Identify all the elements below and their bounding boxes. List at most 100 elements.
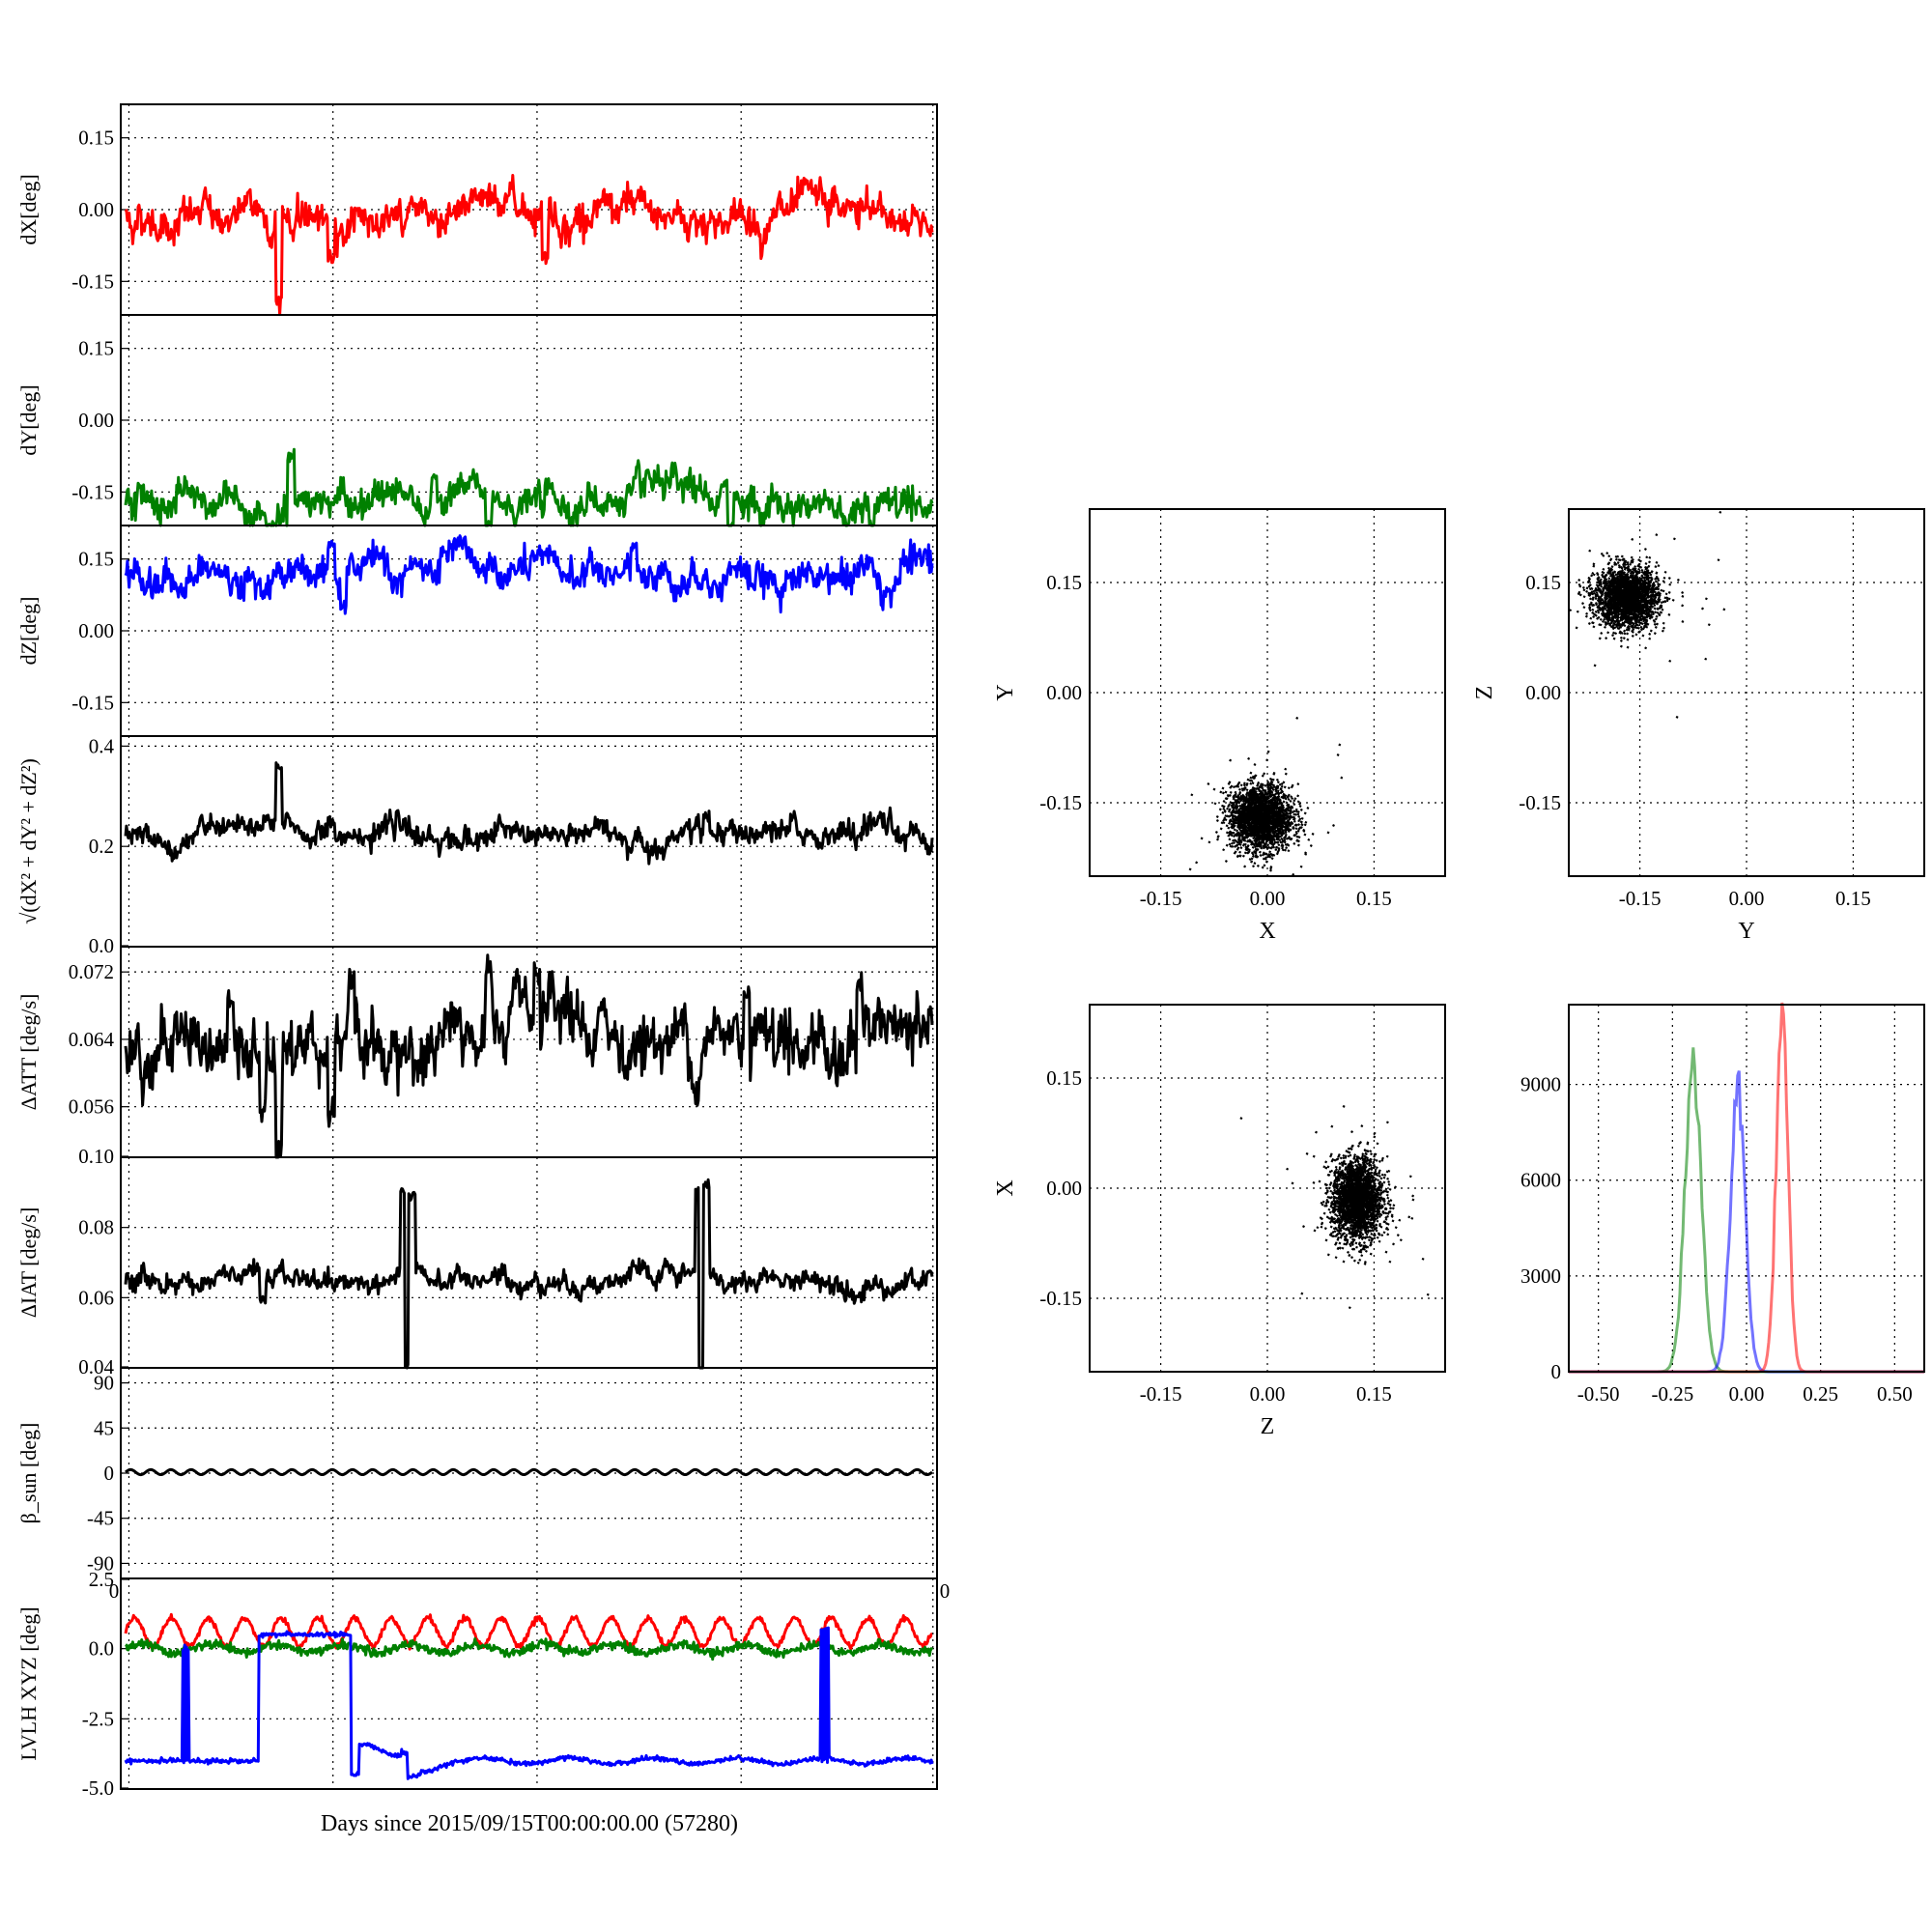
y-tick-label: 0.15 (1525, 571, 1561, 594)
series-line-0 (124, 1178, 934, 1370)
timeseries-panel-0: 0.15 0.00 -0.15 dX[deg] (16, 103, 938, 317)
y-tick-label: -0.15 (71, 480, 114, 503)
y-axis-label: ΔATT [deg/s] (16, 994, 41, 1111)
y-tick-label: 2.5 (89, 1568, 114, 1591)
y-tick-label: 0.00 (78, 409, 114, 432)
x-tick-label: 0.15 (1356, 887, 1392, 910)
x-axis-label: X (1259, 919, 1275, 944)
y-tick-label: -90 (87, 1551, 114, 1575)
y-tick-label: 0.10 (78, 1145, 114, 1168)
y-tick-label: -5.0 (82, 1776, 114, 1800)
x-tick-label: -0.25 (1651, 1382, 1693, 1406)
y-tick-label: 6000 (1520, 1169, 1561, 1192)
series-line-0 (124, 761, 934, 866)
timeseries-panel-1: 0.15 0.00 -0.15 dY[deg] (16, 314, 938, 527)
x-tick-label: 0.00 (1250, 1382, 1286, 1406)
y-tick-label: -0.15 (71, 270, 114, 293)
y-tick-label: 0.00 (78, 198, 114, 221)
series-line-0 (124, 174, 934, 317)
x-tick-label: -0.15 (1140, 887, 1182, 910)
y-tick-label: 0.00 (78, 619, 114, 642)
y-tick-label: -0.15 (71, 691, 114, 714)
y-axis-label: Y (993, 684, 1018, 700)
beta-corner-label-left: 0 (109, 1579, 120, 1603)
series-line-1 (125, 1637, 934, 1662)
y-axis-label: X (993, 1179, 1018, 1196)
y-tick-label: 90 (94, 1372, 114, 1395)
x-tick-label: 0.25 (1803, 1382, 1838, 1406)
panel-frame (1568, 508, 1925, 877)
y-tick-label: -2.5 (82, 1707, 114, 1730)
timeseries-panel-6: 90 45 0 -45 -90 β_sun [deg] (16, 1367, 938, 1579)
scatter-panel-2: -0.15 -0.15 0.00 0.00 0.15 0.15 Z X (993, 1004, 1446, 1439)
y-tick-label: 0.2 (89, 835, 114, 858)
scatter-panel-0: -0.15 -0.15 0.00 0.00 0.15 0.15 X Y (993, 508, 1446, 944)
series-line-0 (124, 534, 934, 615)
histogram-line-1 (1569, 1070, 1924, 1374)
panel-frame (120, 1156, 938, 1369)
y-tick-label: 0.056 (69, 1095, 114, 1119)
timeseries-panel-5: 0.08 0.06 0.04 ΔIAT [deg/s] (16, 1156, 938, 1378)
y-tick-label: 0.072 (69, 960, 114, 983)
x-tick-label: -0.50 (1577, 1382, 1620, 1406)
y-tick-label: 0.00 (1525, 681, 1561, 704)
y-tick-label: -0.15 (1519, 791, 1561, 814)
scatter-points (1239, 1104, 1430, 1310)
y-tick-label: -0.15 (1039, 1287, 1082, 1310)
y-tick-label: 0.4 (89, 734, 115, 757)
y-tick-label: 0.0 (89, 934, 114, 957)
y-tick-label: 3000 (1520, 1264, 1561, 1288)
y-tick-label: 0 (104, 1462, 115, 1485)
timeseries-panel-3: 0.4 0.2 0.0 √(dX² + dY² + dZ²) (16, 734, 938, 957)
series-line-0 (124, 953, 934, 1159)
y-tick-label: -45 (87, 1507, 114, 1530)
y-axis-label: √(dX² + dY² + dZ²) (16, 758, 41, 924)
y-tick-label: 0.0 (89, 1637, 114, 1661)
x-tick-label: 0.50 (1877, 1382, 1913, 1406)
y-tick-label: 45 (94, 1416, 114, 1439)
x-tick-label: 0.00 (1729, 887, 1765, 910)
y-tick-label: 0.00 (1046, 1177, 1082, 1200)
y-tick-label: 0.15 (78, 548, 114, 571)
y-tick-label: 0.15 (78, 337, 114, 360)
y-tick-label: 0.06 (78, 1286, 114, 1309)
timeseries-panel-4: 0.072 0.064 0.056 0.10 ΔATT [deg/s] (16, 946, 938, 1168)
timeseries-panel-2: 0.15 0.00 -0.15 dZ[deg] (16, 525, 938, 737)
x-axis-label: Y (1738, 919, 1754, 944)
series-line-0 (125, 1467, 933, 1477)
x-axis-label: Z (1261, 1414, 1275, 1439)
y-axis-label: LVLH XYZ [deg] (16, 1606, 41, 1760)
scatter-points (1569, 510, 1726, 719)
x-tick-label: 0.00 (1729, 1382, 1765, 1406)
y-tick-label: 9000 (1520, 1073, 1561, 1096)
scatter-points (1188, 716, 1344, 876)
scatter-panel-1: -0.15 -0.15 0.00 0.00 0.15 0.15 Y Z (1472, 508, 1925, 944)
y-axis-label: β_sun [deg] (16, 1423, 41, 1524)
x-tick-label: 0.15 (1835, 887, 1871, 910)
y-tick-label: 0.064 (69, 1028, 115, 1051)
y-axis-label: dX[deg] (16, 174, 41, 244)
histogram-panel: -0.50 -0.25 0.00 0.25 0.50 9000 6000 3000 0 (1520, 1002, 1925, 1406)
y-tick-label: 0.15 (1046, 571, 1082, 594)
series-line-0 (124, 447, 934, 527)
x-tick-label: -0.15 (1140, 1382, 1182, 1406)
y-tick-label: 0.00 (1046, 681, 1082, 704)
series-line-2 (124, 1626, 934, 1780)
beta-corner-label-right: 0 (940, 1579, 951, 1603)
y-tick-label: -0.15 (1039, 791, 1082, 814)
y-tick-label: 0.04 (78, 1355, 114, 1378)
x-tick-label: 0.15 (1356, 1382, 1392, 1406)
y-axis-label: ΔIAT [deg/s] (16, 1208, 41, 1319)
y-axis-label: dZ[deg] (16, 597, 41, 666)
panel-frame (1089, 508, 1446, 877)
y-tick-label: 0.08 (78, 1216, 114, 1239)
panel-frame (120, 1577, 938, 1790)
panel-frame (1089, 1004, 1446, 1373)
panel-frame (1568, 1004, 1925, 1373)
scatter-panels: -0.15 -0.15 0.00 0.00 0.15 0.15 X Y -0.15 -0.15 0.… (993, 508, 1925, 1439)
timeseries-panel-7: 2.5 0.0 -2.5 -5.0 LVLH XYZ [deg] (16, 1568, 938, 1800)
time-axis-label: Days since 2015/09/15T00:00:00.00 (57280… (321, 1811, 738, 1836)
y-tick-label: 0.15 (78, 127, 114, 150)
timeseries-panels: 0.150.00-0.15dX[deg]0.150.00-0.15dY[deg]… (16, 103, 938, 1800)
